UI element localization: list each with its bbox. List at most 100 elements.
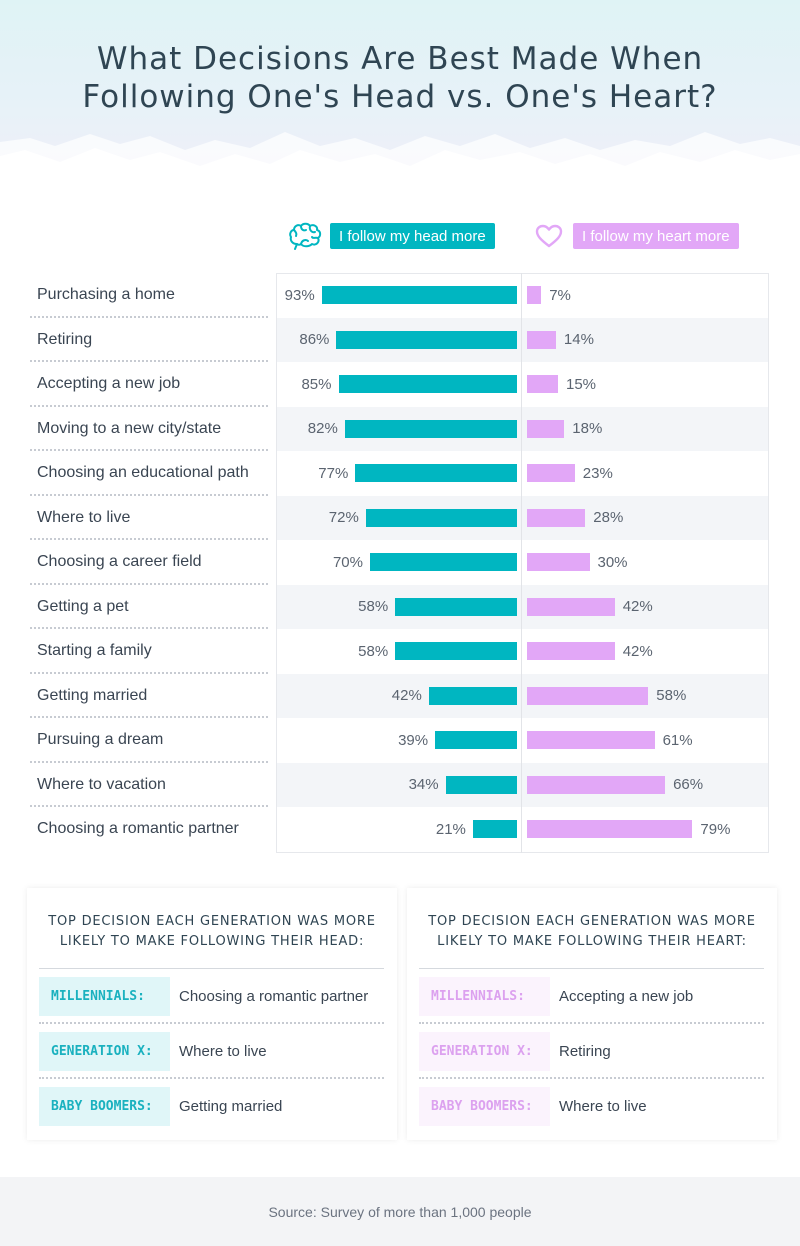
chart-row: Purchasing a home 93% 7% (0, 273, 800, 318)
torn-paper-edge (0, 132, 800, 200)
heart-icon (535, 224, 563, 248)
row-divider (30, 671, 268, 674)
generation-tag: MILLENNIALS: (39, 977, 170, 1016)
title-line-1: What Decisions Are Best Made When (96, 41, 704, 77)
chart-row: Choosing an educational path 77% 23% (0, 451, 800, 496)
heart-row-generation-x: GENERATION X: Retiring (419, 1024, 764, 1079)
row-divider (39, 1077, 384, 1079)
chart-center-axis (521, 273, 522, 853)
head-bar (395, 642, 517, 660)
heart-bar (526, 375, 558, 393)
legend-heart-label: I follow my heart more (573, 223, 739, 249)
category-label: Where to vacation (37, 775, 166, 793)
head-value-label: 39% (398, 731, 429, 749)
row-stripe (277, 762, 768, 807)
head-row-millennials: MILLENNIALS: Choosing a romantic partner (39, 969, 384, 1024)
row-divider (30, 716, 268, 718)
chart-row: Starting a family 58% 42% (0, 629, 800, 674)
legend-heart: I follow my heart more (535, 222, 739, 250)
head-bar (344, 419, 517, 438)
heart-bar (526, 731, 655, 749)
head-card-divider (39, 968, 384, 969)
head-generation-card: TOP DECISION EACH GENERATION WAS MORE LI… (27, 888, 397, 1140)
row-divider (30, 449, 268, 451)
source-note: Source: Survey of more than 1,000 people (268, 1203, 532, 1220)
head-value-label: 86% (299, 331, 330, 349)
category-label: Choosing a romantic partner (37, 820, 239, 838)
category-label: Where to live (37, 508, 131, 526)
head-value-label: 21% (435, 820, 466, 838)
heart-bar (526, 464, 575, 482)
generation-tag: GENERATION X: (419, 1032, 550, 1071)
heart-bar (526, 286, 542, 304)
row-divider (419, 1077, 764, 1079)
row-divider (30, 404, 268, 407)
heart-generation-card: TOP DECISION EACH GENERATION WAS MORE LI… (407, 888, 777, 1140)
row-divider (30, 627, 268, 629)
head-value-label: 93% (284, 286, 315, 304)
heart-value-label: 42% (622, 642, 653, 660)
chart-frame (276, 273, 769, 853)
category-label: Purchasing a home (37, 286, 175, 304)
heart-value-label: 23% (582, 464, 613, 482)
row-divider (30, 805, 268, 807)
category-label: Choosing a career field (37, 553, 202, 571)
heart-value-label: 61% (662, 731, 693, 749)
head-bar (445, 775, 517, 794)
chart-row: Where to live 72% 28% (0, 495, 800, 540)
generation-tag: GENERATION X: (39, 1032, 170, 1071)
generation-decision: Where to live (179, 1043, 267, 1060)
heart-bar (526, 686, 649, 705)
heart-bar (526, 330, 556, 349)
generation-tag: BABY BOOMERS: (39, 1087, 170, 1126)
generation-decision: Retiring (559, 1043, 611, 1060)
head-bar (355, 464, 517, 482)
page-title: What Decisions Are Best Made When Follow… (0, 40, 800, 116)
heart-value-label: 7% (549, 286, 571, 304)
category-label: Moving to a new city/state (37, 419, 222, 437)
row-divider (30, 538, 268, 540)
chart-row: Where to vacation 34% 66% (0, 762, 800, 807)
heart-value-label: 30% (597, 553, 628, 571)
generation-decision: Accepting a new job (559, 988, 694, 1005)
heart-value-label: 42% (622, 598, 653, 616)
row-divider (39, 1022, 384, 1024)
chart-row: Retiring 86% 14% (0, 317, 800, 362)
head-bar (395, 597, 517, 616)
source-footer: Source: Survey of more than 1,000 people (0, 1177, 800, 1246)
head-row-baby-boomers: BABY BOOMERS: Getting married (39, 1079, 384, 1134)
category-label: Retiring (37, 330, 93, 348)
heart-bar (526, 597, 615, 616)
chart-row: Getting married 42% 58% (0, 673, 800, 718)
legend-head-label: I follow my head more (330, 223, 495, 249)
chart-row: Accepting a new job 85% 15% (0, 362, 800, 407)
head-bar (472, 820, 517, 838)
heart-value-label: 28% (593, 509, 624, 527)
heart-bar (526, 642, 615, 660)
heart-bar (526, 419, 565, 438)
row-divider (419, 1022, 764, 1024)
generation-decision: Getting married (179, 1098, 283, 1115)
row-divider (30, 315, 268, 318)
row-divider (30, 360, 268, 362)
head-card-title: TOP DECISION EACH GENERATION WAS MORE LI… (27, 912, 397, 952)
chart-row: Getting a pet 58% 42% (0, 584, 800, 629)
heart-card-title-line-1: TOP DECISION EACH GENERATION WAS MORE (428, 914, 756, 929)
head-card-title-line-2: LIKELY TO MAKE FOLLOWING THEIR HEAD: (59, 934, 365, 949)
head-bar (428, 686, 517, 705)
head-bar (336, 330, 517, 349)
chart-row: Pursuing a dream 39% 61% (0, 718, 800, 763)
row-stripe (277, 673, 768, 718)
head-bar (365, 508, 517, 527)
head-bar (370, 553, 517, 571)
heart-row-millennials: MILLENNIALS: Accepting a new job (419, 969, 764, 1024)
heart-value-label: 15% (566, 375, 597, 393)
heart-card-divider (419, 968, 764, 969)
legend-head: I follow my head more (288, 222, 495, 250)
row-divider (30, 760, 268, 763)
title-line-2: Following One's Head vs. One's Heart? (82, 79, 718, 115)
row-stripe (277, 584, 768, 629)
head-value-label: 72% (328, 509, 359, 527)
head-value-label: 77% (318, 464, 349, 482)
head-row-generation-x: GENERATION X: Where to live (39, 1024, 384, 1079)
